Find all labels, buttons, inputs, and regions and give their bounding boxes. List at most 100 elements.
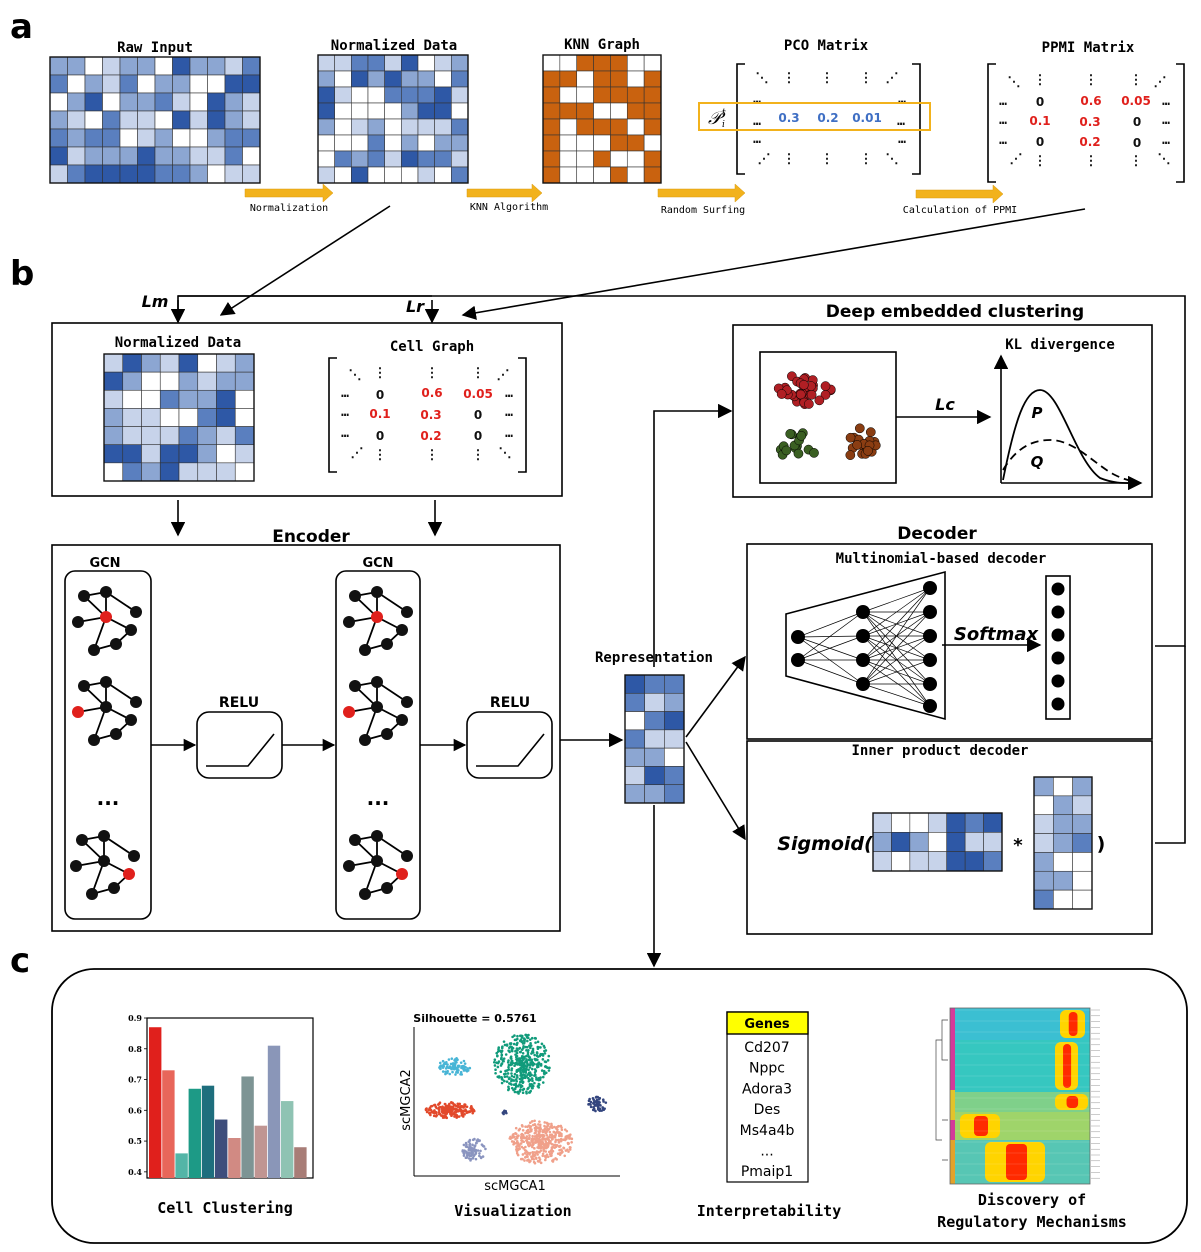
umap-point (444, 1104, 448, 1108)
umap-point (457, 1115, 461, 1118)
umap-point (529, 1044, 533, 1047)
umap-point (502, 1040, 506, 1043)
umap-point (530, 1128, 533, 1131)
gcn-node (349, 590, 361, 602)
matrix-cell (1072, 889, 1093, 910)
umap-point (494, 1068, 497, 1072)
matrix-cell (141, 353, 161, 373)
umap-point (514, 1055, 518, 1059)
gcn-node (78, 680, 90, 692)
umap-point (447, 1058, 451, 1061)
umap-point (542, 1144, 546, 1147)
umap-point (497, 1076, 501, 1079)
matrix-cell (189, 56, 208, 76)
matrix-cell (401, 118, 419, 136)
svg-text:⋮: ⋮ (860, 152, 873, 167)
matrix-cell (451, 118, 469, 136)
umap-point (465, 1111, 469, 1115)
svg-text:⋮: ⋮ (1130, 154, 1143, 169)
gcn-node (88, 644, 100, 656)
gcn-graphs (70, 586, 413, 900)
silhouette-label: Silhouette = 0.5761 (413, 1012, 536, 1025)
umap-point (533, 1070, 537, 1074)
matrix-cell (122, 371, 142, 391)
matrix-cell (593, 134, 611, 152)
svg-text:…: … (1162, 133, 1170, 148)
genes-header-cell (726, 1011, 809, 1035)
matrix-cell (197, 371, 217, 391)
matrix-cell (610, 86, 628, 104)
encoder-box (51, 544, 561, 932)
umap-point (536, 1146, 539, 1149)
umap-point (458, 1064, 461, 1068)
matrix-cell (234, 462, 255, 482)
umap-point (530, 1155, 533, 1159)
matrix-cell (542, 86, 561, 104)
umap-point (469, 1106, 472, 1110)
umap-point (537, 1045, 540, 1049)
matrix-cell (964, 832, 984, 852)
multinomial-decoder-box (746, 543, 1153, 740)
umap-point (528, 1066, 532, 1069)
umap-point (530, 1036, 534, 1040)
cell-graph-value: 0 (376, 429, 384, 443)
bar (254, 1125, 267, 1178)
matrix-cell (207, 146, 226, 166)
matrix-cell (234, 444, 255, 464)
umap-point (529, 1061, 532, 1064)
svg-text:⋮: ⋮ (426, 448, 439, 463)
matrix-cell (626, 118, 645, 136)
matrix-cell (178, 444, 199, 464)
umap-point (517, 1144, 521, 1148)
umap-point (465, 1154, 469, 1157)
umap-point (528, 1084, 532, 1088)
nn-edge (862, 659, 931, 685)
matrix-cell (189, 110, 208, 130)
gene-list: Genes Cd207 Nppc Adora3 Des Ms4a4b... Pmaip1 (726, 1011, 809, 1183)
umap-point (548, 1130, 552, 1134)
matrix-cell (102, 92, 121, 112)
umap-point (570, 1141, 573, 1144)
umap-point (535, 1062, 539, 1066)
umap-point (589, 1105, 593, 1109)
svg-text:⋰: ⋰ (497, 368, 510, 383)
umap-point (546, 1124, 549, 1128)
umap-point (468, 1066, 472, 1070)
dec-title: Deep embedded clustering (826, 302, 1084, 322)
svg-text:…: … (1162, 94, 1170, 109)
nn-edge (862, 587, 931, 637)
umap-point (521, 1088, 525, 1092)
umap-point (456, 1058, 459, 1062)
heatmap-annotation-bar (950, 1140, 955, 1184)
matrix-cell (559, 102, 578, 120)
umap-point (559, 1137, 563, 1141)
umap-point (542, 1069, 546, 1073)
heatmap-peak (1068, 1012, 1078, 1036)
matrix-cell (234, 408, 255, 427)
umap-point (543, 1137, 547, 1141)
matrix-cell (154, 110, 173, 130)
gcn-node (70, 860, 82, 872)
umap-point (474, 1151, 478, 1154)
umap-point (468, 1138, 472, 1142)
gene-name: Adora3 (742, 1081, 792, 1097)
matrix-cell (1072, 814, 1093, 834)
representation-to-dec-arrow (653, 403, 733, 667)
umap-point (503, 1043, 507, 1047)
umap-point (497, 1047, 500, 1051)
matrix-cell (559, 166, 578, 184)
umap-point (500, 1081, 504, 1085)
umap-point (492, 1060, 496, 1064)
nn-node (923, 653, 937, 667)
matrix-cell (576, 54, 594, 72)
umap-point (523, 1055, 526, 1059)
umap-point (520, 1139, 523, 1142)
umap-point (533, 1147, 536, 1150)
umap-point (533, 1053, 536, 1057)
umap-point (521, 1052, 525, 1055)
umap-point (484, 1147, 487, 1151)
times-symbol: * (1013, 835, 1023, 856)
matrix-cell (384, 134, 402, 152)
umap-point (526, 1053, 530, 1056)
umap-point (568, 1148, 572, 1151)
